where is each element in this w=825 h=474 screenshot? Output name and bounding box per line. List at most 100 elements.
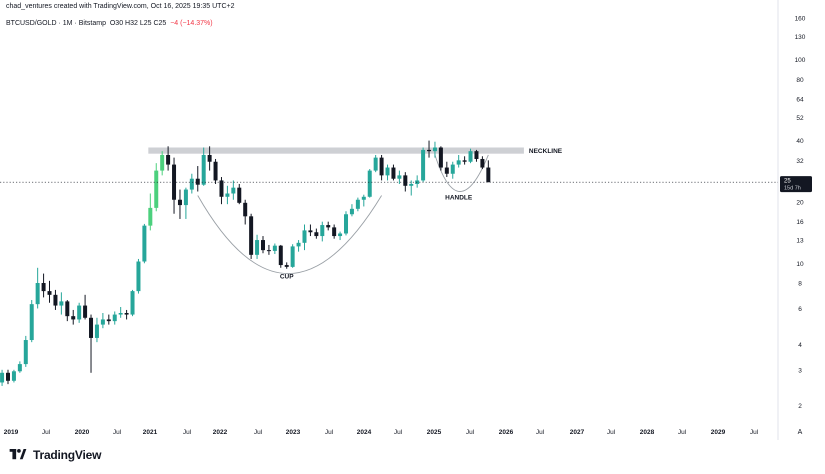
candle-2023-01[interactable] [290, 244, 295, 268]
candle-2023-05[interactable] [314, 228, 319, 239]
candle-2023-08[interactable] [332, 224, 337, 239]
candle-2023-02[interactable] [296, 240, 301, 252]
candle-2025-06[interactable] [462, 156, 467, 165]
candle-2023-07[interactable] [326, 221, 331, 231]
candle-2019-01[interactable] [6, 369, 10, 385]
candle-2022-05[interactable] [243, 199, 248, 225]
candle-body [11, 371, 16, 381]
candle-2021-06[interactable] [177, 189, 182, 219]
candle-2025-03[interactable] [444, 161, 449, 178]
candle-2024-07[interactable] [397, 170, 402, 184]
price-axis[interactable]: 2346810131620253240526480100130160 [795, 15, 806, 410]
candle-2021-10[interactable] [201, 147, 206, 186]
candle-2021-08[interactable] [189, 173, 194, 194]
candle-2019-05[interactable] [29, 300, 34, 343]
candle-2020-03[interactable] [89, 314, 94, 373]
candle-2022-12[interactable] [284, 262, 289, 269]
candle-body [338, 233, 343, 237]
candle-2020-02[interactable] [83, 294, 88, 320]
candle-2020-08[interactable] [118, 307, 123, 318]
candle-2024-05[interactable] [385, 164, 390, 181]
candle-2024-03[interactable] [373, 154, 378, 173]
candle-2020-10[interactable] [130, 289, 135, 317]
candle-2020-07[interactable] [112, 311, 117, 325]
candle-body [41, 283, 46, 292]
candle-2022-08[interactable] [260, 236, 265, 254]
candle-body [148, 207, 153, 226]
tradingview-brand[interactable]: TradingView [8, 448, 101, 462]
candle-2022-02[interactable] [225, 185, 230, 205]
candle-2024-10[interactable] [415, 175, 420, 188]
candle-2024-08[interactable] [403, 172, 408, 192]
symbol-legend[interactable]: BTCUSD/GOLD · 1M · Bitstamp O30 H32 L25 … [6, 20, 213, 27]
candle-2023-04[interactable] [308, 224, 313, 237]
candle-2022-04[interactable] [237, 183, 242, 205]
candle-2024-09[interactable] [409, 180, 414, 196]
candle-2020-05[interactable] [100, 313, 105, 329]
candle-2024-04[interactable] [379, 154, 384, 181]
candle-2021-09[interactable] [195, 166, 200, 192]
candle-2022-09[interactable] [266, 244, 271, 255]
candle-2019-03[interactable] [17, 361, 22, 373]
candle-2024-11[interactable] [421, 147, 426, 183]
candle-2021-03[interactable] [160, 151, 165, 176]
candle-2021-11[interactable] [207, 146, 212, 171]
candle-2023-06[interactable] [320, 221, 325, 242]
candle-2022-01[interactable] [219, 177, 224, 205]
candle-2025-10[interactable] [486, 160, 491, 183]
candle-body [201, 154, 206, 185]
candle-2020-04[interactable] [94, 317, 99, 343]
candle-2019-06[interactable] [35, 267, 40, 309]
candle-2022-10[interactable] [272, 243, 277, 255]
candle-2020-11[interactable] [136, 258, 141, 294]
candle-2024-01[interactable] [361, 194, 366, 207]
candle-2021-12[interactable] [213, 158, 218, 184]
candle-2018-12[interactable] [0, 369, 5, 386]
y-tick-label: 64 [796, 97, 804, 104]
candle-2020-12[interactable] [142, 223, 147, 264]
candle-2021-01[interactable] [148, 193, 153, 231]
candle-2025-09[interactable] [480, 156, 485, 170]
candle-2021-05[interactable] [172, 157, 177, 214]
candle-2022-03[interactable] [231, 180, 236, 200]
candle-2019-11[interactable] [65, 300, 70, 322]
candle-2024-12[interactable] [427, 140, 432, 158]
y-tick-label: 52 [796, 115, 804, 122]
candle-2021-04[interactable] [166, 146, 171, 171]
candle-2022-07[interactable] [255, 234, 260, 259]
time-axis[interactable]: 2019 Jul 2020 Jul 2021 Jul 2022 Jul 2023 Jul 2024 J… [4, 429, 803, 436]
candle-2025-07[interactable] [468, 148, 473, 164]
candle-2023-10[interactable] [344, 211, 349, 236]
candle-2022-11[interactable] [278, 244, 283, 268]
candle-2020-06[interactable] [106, 314, 111, 325]
candle-2020-01[interactable] [77, 302, 82, 323]
candle-2024-02[interactable] [367, 169, 372, 198]
candle-2023-11[interactable] [349, 204, 354, 217]
candle-2020-09[interactable] [124, 309, 129, 320]
candle-2023-03[interactable] [302, 224, 307, 251]
candle-2019-04[interactable] [23, 335, 28, 367]
candle-body [296, 242, 301, 247]
candle-2021-02[interactable] [154, 163, 159, 212]
candle-2023-09[interactable] [338, 231, 343, 241]
auto-scale-button[interactable]: A [798, 429, 803, 436]
candle-2019-07[interactable] [41, 273, 46, 298]
candle-2025-04[interactable] [450, 161, 455, 179]
candle-2019-10[interactable] [59, 292, 64, 315]
candle-2019-12[interactable] [71, 309, 76, 325]
candle-2019-08[interactable] [47, 280, 52, 303]
candle-2019-02[interactable] [11, 369, 16, 383]
candle-2025-02[interactable] [438, 146, 443, 171]
candle-2019-09[interactable] [53, 289, 58, 310]
candle-2024-06[interactable] [391, 164, 396, 181]
candle-2021-07[interactable] [183, 187, 188, 219]
candle-2025-08[interactable] [474, 149, 479, 162]
candle-2025-01[interactable] [432, 141, 437, 158]
candle-2025-05[interactable] [456, 154, 461, 168]
candle-body [438, 147, 443, 168]
candle-2022-06[interactable] [249, 213, 254, 259]
candle-2023-12[interactable] [355, 197, 360, 212]
last-price-tag [780, 176, 812, 193]
